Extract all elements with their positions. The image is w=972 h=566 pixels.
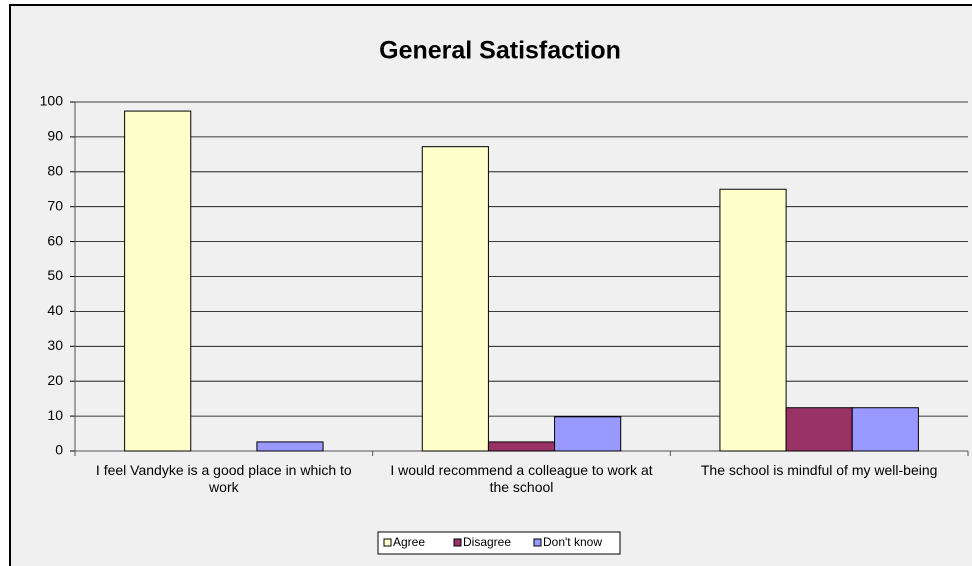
y-tick-label: 60 <box>47 232 63 248</box>
x-tick-label: I feel Vandyke is a good place in which … <box>95 462 352 495</box>
legend-box <box>377 531 621 555</box>
y-tick-label: 40 <box>47 302 63 318</box>
y-tick-label: 70 <box>47 197 63 213</box>
bar <box>421 146 489 452</box>
y-tick-label: 20 <box>47 372 63 388</box>
legend-swatch <box>383 538 392 547</box>
bar <box>554 416 622 452</box>
bar <box>256 441 324 452</box>
bar <box>785 407 853 452</box>
legend-label: Don't know <box>543 535 602 549</box>
y-tick-label: 80 <box>47 163 63 179</box>
legend-swatch <box>533 538 542 547</box>
y-tick-label: 30 <box>47 337 63 353</box>
y-tick-label: 10 <box>47 407 63 423</box>
bar <box>719 188 787 452</box>
y-tick-label: 100 <box>40 93 64 109</box>
y-tick-label: 0 <box>55 442 63 458</box>
x-tick-label: I would recommend a colleague to work at… <box>390 462 653 495</box>
legend-label: Disagree <box>463 535 511 549</box>
legend-label: Agree <box>393 535 425 549</box>
x-tick-label: The school is mindful of my well-being <box>700 462 938 478</box>
bar <box>124 110 192 452</box>
chart-title: General Satisfaction <box>379 37 621 65</box>
legend-swatch <box>453 538 462 547</box>
y-tick-label: 50 <box>47 267 63 283</box>
y-tick-label: 90 <box>47 128 63 144</box>
bar <box>487 441 556 452</box>
bar <box>851 407 919 452</box>
